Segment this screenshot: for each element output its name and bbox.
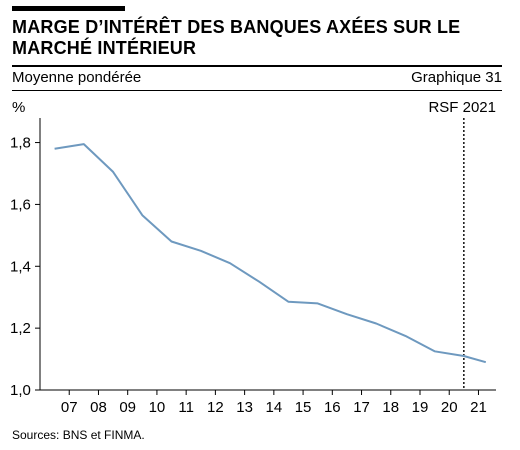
y-tick-label: 1,2 — [10, 320, 31, 337]
x-tick-label: 21 — [470, 399, 487, 416]
chart-subtitle: Moyenne pondérée — [12, 69, 142, 86]
chart-number: Graphique 31 — [411, 69, 502, 86]
x-tick-label: 07 — [61, 399, 78, 416]
series-line — [54, 143, 487, 364]
x-tick-label: 10 — [149, 399, 166, 416]
x-tick-label: 15 — [295, 399, 312, 416]
x-tick-label: 18 — [382, 399, 399, 416]
x-tick-label: 09 — [119, 399, 136, 416]
y-axis-unit-label: % — [12, 99, 25, 116]
x-tick-label: 16 — [324, 399, 341, 416]
x-tick-label: 17 — [353, 399, 370, 416]
x-tick-label: 19 — [412, 399, 429, 416]
y-tick-label: 1,0 — [10, 382, 31, 399]
x-tick-label: 08 — [90, 399, 107, 416]
y-tick-label: 1,8 — [10, 135, 31, 152]
rsf-marker-label: RSF 2021 — [428, 99, 496, 116]
header-rule — [12, 65, 502, 67]
subheader-rule — [12, 90, 502, 91]
y-tick-label: 1,6 — [10, 196, 31, 213]
header-accent-bar — [12, 6, 125, 11]
x-tick-label: 11 — [178, 399, 194, 416]
y-tick-label: 1,4 — [10, 258, 31, 275]
x-tick-label: 20 — [441, 399, 458, 416]
chart-title: MARGE D’INTÉRÊT DES BANQUES AXÉES SUR LE… — [12, 17, 461, 58]
x-tick-label: 14 — [266, 399, 283, 416]
x-tick-label: 12 — [207, 399, 224, 416]
source-note: Sources: BNS et FINMA. — [12, 428, 145, 442]
x-tick-label: 13 — [236, 399, 253, 416]
